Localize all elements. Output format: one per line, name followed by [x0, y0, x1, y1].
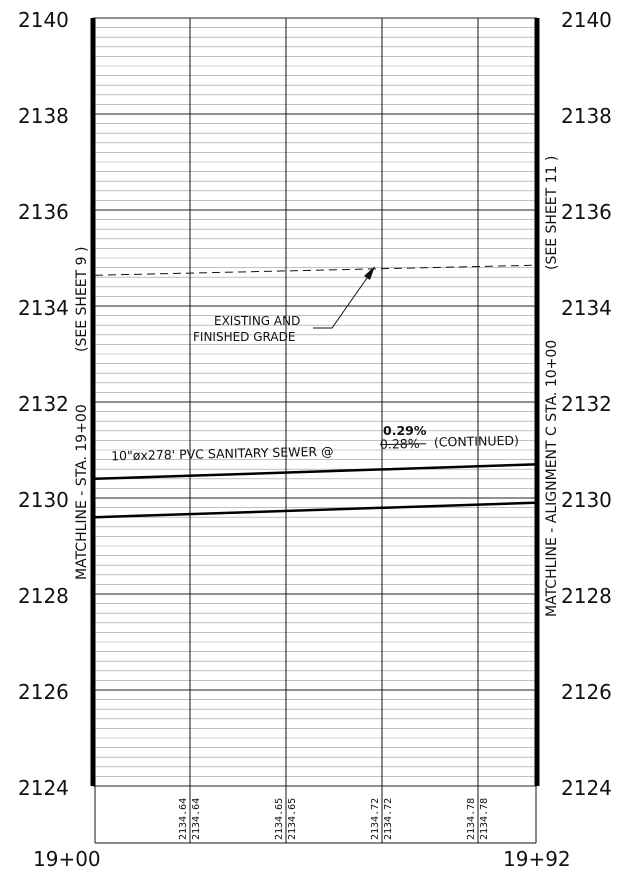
elevation-label: 2134: [561, 296, 612, 320]
elevation-labels-right: 2140 2138 2136 2134 2132 2130 2128 2126 …: [561, 8, 612, 800]
elevation-label: 2138: [561, 104, 612, 128]
sewer-note-text: 10"øx278' PVC SANITARY SEWER @: [111, 444, 334, 464]
station-label-end: 19+92: [503, 847, 571, 871]
grade-value-existing: 2134.72: [370, 798, 381, 840]
sewer-continued: (CONTINUED): [434, 433, 519, 450]
sewer-new-slope: 0.29%: [383, 423, 427, 438]
sewer-old-slope: 0.28%: [380, 436, 420, 452]
major-grid: [93, 17, 537, 787]
existing-grade-line: [94, 264, 536, 276]
pipe-bottom-line: [94, 501, 536, 519]
strikethrough-line: [379, 443, 426, 446]
elevation-label: 2136: [18, 200, 69, 224]
elevation-label: 2124: [561, 776, 612, 800]
grade-value-existing: 2134.65: [274, 798, 285, 840]
elevation-label: 2126: [18, 680, 69, 704]
elevation-label: 2132: [561, 392, 612, 416]
elevation-label: 2128: [561, 584, 612, 608]
elevation-label: 2136: [561, 200, 612, 224]
arrow-head-icon: [364, 266, 375, 280]
elevation-label: 2140: [18, 8, 69, 32]
elevation-label: 2128: [18, 584, 69, 608]
elevation-label: 2134: [18, 296, 69, 320]
pipe-top-line: [94, 463, 536, 481]
grade-value-finished: 2134.65: [287, 798, 298, 840]
elevation-label: 2130: [561, 488, 612, 512]
grade-note-line1: EXISTING AND: [214, 314, 300, 328]
grade-values: 2134.64 2134.64 2134.65 2134.65 2134.72 …: [178, 798, 490, 840]
matchline-left-label: MATCHLINE - STA. 19+00: [74, 404, 90, 580]
elevation-label: 2126: [561, 680, 612, 704]
elevation-labels-left: 2140 2138 2136 2134 2132 2130 2128 2126 …: [18, 8, 69, 800]
grade-value-existing: 2134.64: [178, 798, 189, 840]
grade-value-box: [94, 786, 537, 844]
elevation-label: 2140: [561, 8, 612, 32]
station-label-start: 19+00: [33, 847, 101, 871]
station-grid: [189, 18, 479, 843]
matchline-left-ref: (SEE SHEET 9 ): [74, 247, 90, 352]
sewer-note: 10"øx278' PVC SANITARY SEWER @ 0.28% (CO…: [111, 433, 519, 464]
elevation-label: 2124: [18, 776, 69, 800]
grade-value-finished: 2134.64: [191, 798, 202, 840]
elevation-label: 2138: [18, 104, 69, 128]
grade-value-finished: 2134.72: [383, 798, 394, 840]
grade-leader-line: [313, 267, 375, 329]
grade-note-line2: FINISHED GRADE: [193, 330, 295, 344]
elevation-label: 2130: [18, 488, 69, 512]
elevation-label: 2132: [18, 392, 69, 416]
grade-value-existing: 2134.78: [466, 798, 477, 840]
grade-value-finished: 2134.78: [479, 798, 490, 840]
matchline-right-ref: (SEE SHEET 11 ): [544, 156, 560, 270]
matchline-right-label: MATCHLINE - ALIGNMENT C STA. 10+00: [544, 340, 560, 617]
